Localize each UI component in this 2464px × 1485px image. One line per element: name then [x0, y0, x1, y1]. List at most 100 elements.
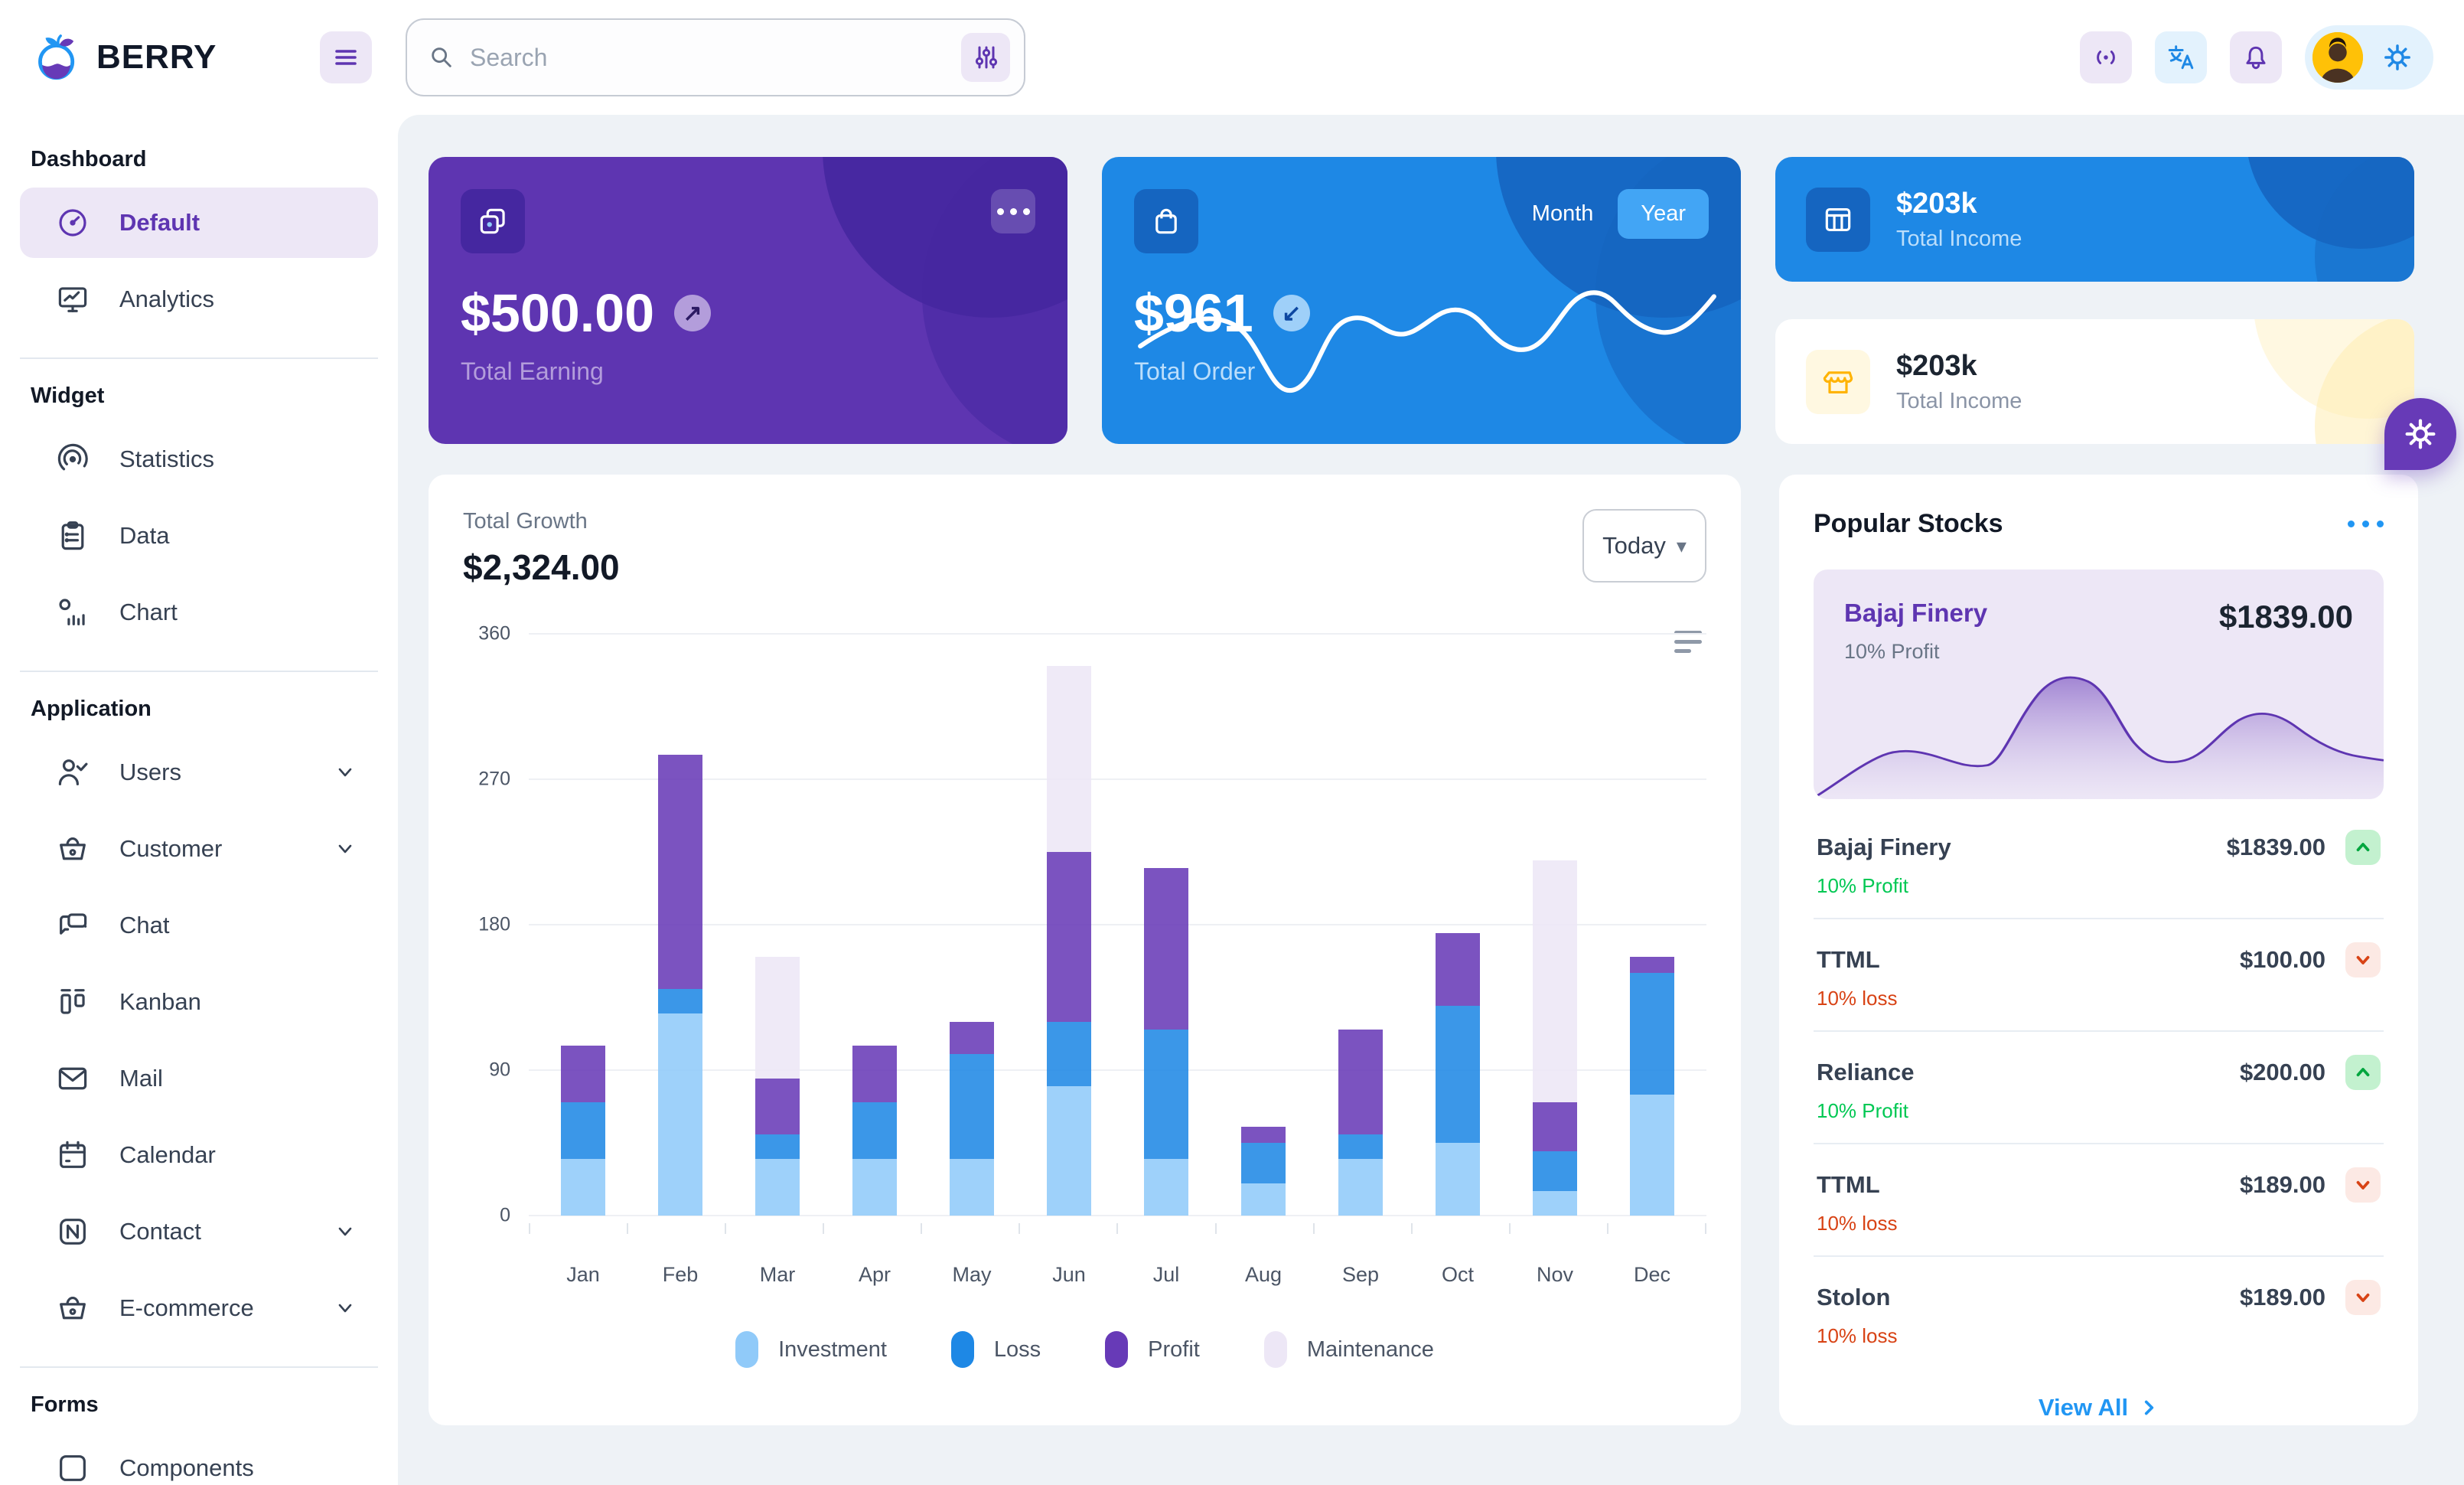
legend-label: Maintenance	[1306, 1336, 1434, 1362]
sidebar-item-mail[interactable]: Mail	[20, 1043, 378, 1114]
bar-jan[interactable]	[561, 1046, 605, 1216]
stock-name: Stolon	[1817, 1284, 1891, 1310]
bar-segment-investment	[1241, 1183, 1286, 1216]
bar-mar[interactable]	[755, 957, 800, 1216]
bar-nov[interactable]	[1533, 860, 1577, 1216]
legend-item-profit[interactable]: Profit	[1105, 1331, 1200, 1368]
featured-stock-card[interactable]: Bajaj Finery 10% Profit $1839.00	[1814, 570, 2384, 799]
sidebar-item-users[interactable]: Users	[20, 737, 378, 808]
year-toggle-button[interactable]: Year	[1618, 189, 1709, 239]
search-filter-button[interactable]	[961, 33, 1010, 82]
income-light-value: $203k	[1896, 349, 1977, 382]
bar-aug[interactable]	[1241, 1126, 1286, 1216]
statistics-icon	[55, 442, 90, 477]
bar-segment-investment	[561, 1159, 605, 1216]
sidebar-item-statistics[interactable]: Statistics	[20, 424, 378, 494]
sidebar-item-calendar[interactable]: Calendar	[20, 1120, 378, 1190]
chart-icon	[55, 595, 90, 630]
x-axis-label: Oct	[1441, 1263, 1474, 1286]
growth-period-select[interactable]: Today ▾	[1582, 509, 1706, 583]
bar-segment-investment	[852, 1159, 897, 1216]
profile-menu-button[interactable]	[2305, 25, 2433, 90]
bar-segment-loss	[852, 1102, 897, 1160]
chart-menu-button[interactable]	[1674, 631, 1702, 653]
notifications-button[interactable]	[2230, 31, 2282, 83]
bar-may[interactable]	[950, 1021, 994, 1216]
trend-up-icon: ↗	[674, 295, 712, 331]
chat-icon	[55, 908, 90, 943]
sidebar-item-customer[interactable]: Customer	[20, 814, 378, 884]
monitor-icon	[55, 282, 90, 317]
chevron-up-badge-icon	[2345, 1055, 2381, 1090]
bar-segment-investment	[1533, 1191, 1577, 1216]
bar-segment-maintenance	[1533, 860, 1577, 1103]
sidebar-item-default[interactable]: Default	[20, 188, 378, 258]
earning-more-button[interactable]	[991, 189, 1035, 233]
top-header: BERRY	[0, 0, 2464, 115]
bar-segment-investment	[755, 1159, 800, 1216]
x-axis-label: Feb	[662, 1263, 699, 1286]
view-all-link[interactable]: View All	[1814, 1394, 2384, 1421]
summary-cards-row: $500.00 ↗ Total Earning Month Year	[429, 157, 2418, 444]
brand-logo[interactable]: BERRY	[34, 34, 217, 81]
stock-sub: 10% Profit	[1817, 1099, 1908, 1122]
stock-row-ttml[interactable]: TTML $100.00 10% loss	[1814, 919, 2384, 1032]
bar-segment-loss	[1241, 1143, 1286, 1183]
legend-item-maintenance[interactable]: Maintenance	[1263, 1331, 1434, 1368]
stock-row-stolon[interactable]: Stolon $189.00 10% loss	[1814, 1257, 2384, 1368]
search-input[interactable]	[470, 43, 946, 72]
nfc-icon	[55, 1214, 90, 1249]
bar-apr[interactable]	[852, 1046, 897, 1216]
bar-jun[interactable]	[1047, 666, 1091, 1216]
sidebar-item-label: Chat	[119, 912, 170, 938]
total-earning-label: Total Earning	[461, 357, 604, 385]
stock-sub: 10% loss	[1817, 1212, 1898, 1235]
bar-segment-loss	[950, 1053, 994, 1160]
sidebar-item-contact[interactable]: Contact	[20, 1196, 378, 1267]
y-axis-tick-label: 0	[500, 1204, 510, 1226]
x-axis-tick	[725, 1223, 727, 1234]
legend-item-loss[interactable]: Loss	[950, 1331, 1041, 1368]
bar-segment-investment	[658, 1013, 702, 1216]
language-button[interactable]	[2155, 31, 2207, 83]
sidebar-item-label: Chart	[119, 599, 178, 625]
total-order-label: Total Order	[1134, 357, 1256, 385]
bar-jul[interactable]	[1144, 868, 1188, 1216]
sidebar-item-chart[interactable]: Chart	[20, 577, 378, 648]
x-axis-label: Nov	[1536, 1263, 1573, 1286]
sidebar-item-components[interactable]: Components	[20, 1433, 378, 1485]
stock-row-reliance[interactable]: Reliance $200.00 10% Profit	[1814, 1032, 2384, 1144]
stock-row-ttml[interactable]: TTML $189.00 10% loss	[1814, 1144, 2384, 1257]
stocks-more-button[interactable]	[2348, 513, 2384, 535]
bar-oct[interactable]	[1436, 932, 1480, 1216]
bar-sep[interactable]	[1338, 1030, 1383, 1216]
chevron-down-icon	[334, 761, 357, 784]
sidebar-section-title: Forms	[31, 1392, 99, 1417]
month-toggle-button[interactable]: Month	[1531, 201, 1594, 226]
sidebar-item-e-commerce[interactable]: E-commerce	[20, 1273, 378, 1343]
legend-item-investment[interactable]: Investment	[735, 1331, 887, 1368]
search-icon	[432, 47, 451, 67]
sidebar-section-application: Application Users Customer Chat Kanban Mail Ca…	[20, 671, 378, 1366]
customizer-fab-button[interactable]	[2384, 398, 2456, 470]
sidebar-item-analytics[interactable]: Analytics	[20, 264, 378, 335]
sidebar-item-data[interactable]: Data	[20, 501, 378, 571]
sidebar-item-label: Components	[119, 1454, 254, 1481]
bar-segment-loss	[561, 1102, 605, 1160]
x-axis-tick	[921, 1223, 923, 1234]
x-axis-tick	[1410, 1223, 1413, 1234]
stock-row-bajaj-finery[interactable]: Bajaj Finery $1839.00 10% Profit	[1814, 807, 2384, 919]
bar-feb[interactable]	[658, 755, 702, 1216]
gridline	[529, 633, 1706, 635]
main-content: $500.00 ↗ Total Earning Month Year	[398, 115, 2464, 1485]
sidebar-toggle-button[interactable]	[320, 31, 372, 83]
income-light-label: Total Income	[1896, 388, 2022, 413]
x-axis-tick	[823, 1223, 825, 1234]
charts-row: Total Growth $2,324.00 Today ▾ 360 270 180…	[429, 475, 2418, 1425]
broadcast-button[interactable]	[2080, 31, 2132, 83]
sidebar-item-chat[interactable]: Chat	[20, 890, 378, 961]
x-axis-tick	[529, 1223, 530, 1234]
bar-dec[interactable]	[1630, 957, 1674, 1216]
gridline	[529, 924, 1706, 925]
sidebar-item-kanban[interactable]: Kanban	[20, 967, 378, 1037]
